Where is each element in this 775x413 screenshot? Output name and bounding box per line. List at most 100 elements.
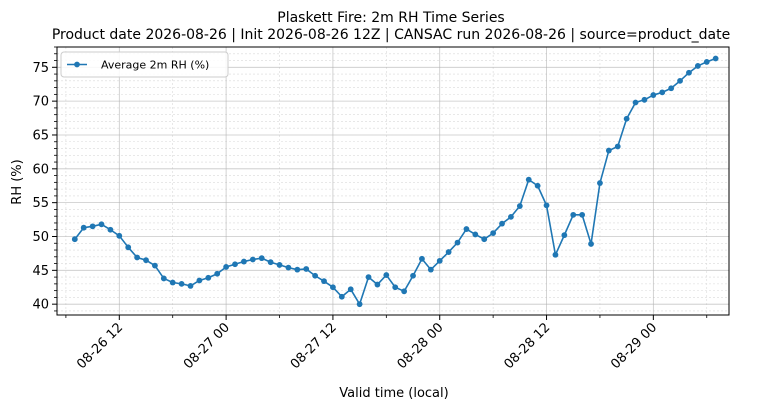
y-tick-label: 50: [32, 230, 49, 245]
data-point: [143, 257, 149, 264]
x-tick-label: 08-29 00: [608, 320, 660, 372]
data-point: [214, 270, 221, 277]
data-point: [419, 255, 425, 262]
data-point: [152, 262, 158, 269]
legend-box: [60, 51, 229, 78]
data-point: [410, 272, 416, 279]
data-point: [303, 266, 310, 272]
y-tick-label: 70: [32, 95, 49, 110]
x-tick-label: 08-26 12: [74, 320, 126, 372]
data-point: [677, 77, 683, 84]
data-point: [107, 226, 114, 233]
legend-label: Average 2m RH (%): [101, 59, 209, 72]
data-point: [597, 180, 603, 186]
data-point: [89, 223, 96, 230]
data-point: [116, 232, 123, 239]
data-point: [588, 241, 594, 247]
data-point: [312, 272, 319, 279]
data-point: [579, 211, 586, 218]
data-point: [525, 176, 532, 183]
data-point: [258, 255, 265, 262]
data-point: [392, 284, 399, 291]
data-point: [427, 266, 434, 273]
data-point: [712, 55, 719, 62]
data-point: [160, 275, 167, 282]
y-tick-label: 55: [32, 196, 49, 211]
data-point: [196, 277, 203, 284]
data-point: [249, 256, 256, 263]
data-point: [134, 254, 141, 261]
data-point: [650, 92, 657, 98]
data-point: [338, 293, 345, 300]
data-point: [205, 274, 212, 281]
data-point: [561, 232, 568, 239]
data-point: [276, 262, 283, 268]
data-point: [694, 63, 701, 69]
plot-frame: [56, 46, 730, 316]
data-point: [294, 266, 301, 273]
data-point: [605, 147, 612, 154]
data-point: [347, 286, 354, 293]
data-point: [614, 143, 621, 150]
grid: [57, 46, 729, 315]
data-point: [499, 220, 505, 227]
y-tick-label: 45: [32, 264, 49, 279]
data-point: [490, 230, 497, 237]
series-group: [71, 55, 719, 308]
series-line: [74, 57, 716, 305]
data-point: [552, 251, 559, 258]
data-point: [187, 283, 194, 289]
data-point: [125, 244, 132, 251]
y-tick-label: 60: [32, 162, 49, 177]
x-tick-label: 08-28 12: [501, 320, 553, 372]
data-point: [481, 236, 488, 243]
y-tick-label: 40: [32, 298, 49, 313]
data-point: [383, 272, 390, 278]
data-point: [178, 280, 185, 287]
data-point: [374, 281, 381, 288]
data-point: [71, 236, 78, 243]
data-point: [659, 89, 666, 96]
chart-subtitle: Product date 2026-08-26 | Init 2026-08-2…: [52, 27, 730, 43]
legend: Average 2m RH (%): [60, 51, 229, 78]
data-point: [241, 258, 247, 265]
chart-title: Plaskett Fire: 2m RH Time Series: [277, 10, 504, 26]
data-point: [223, 264, 230, 270]
data-point: [570, 211, 577, 218]
data-point: [356, 301, 363, 308]
legend-marker: [74, 61, 80, 68]
data-point: [472, 231, 479, 238]
x-axis-label: Valid time (local): [339, 386, 448, 401]
x-tick-label: 08-27 12: [288, 320, 340, 372]
data-point: [534, 182, 541, 189]
data-point: [169, 279, 176, 286]
data-point: [267, 259, 274, 266]
data-point: [330, 284, 336, 291]
data-point: [508, 213, 514, 220]
data-point: [516, 203, 523, 209]
data-point: [401, 288, 408, 295]
y-tick-label: 75: [32, 61, 49, 76]
data-point: [365, 274, 372, 280]
data-point: [463, 226, 470, 232]
data-point: [454, 239, 461, 246]
data-point: [80, 224, 87, 231]
data-point: [232, 261, 238, 268]
x-tick-label: 08-27 00: [181, 320, 233, 372]
data-point: [321, 278, 327, 285]
data-point: [543, 202, 550, 209]
data-point: [703, 58, 710, 65]
axes: 40 45 50 55 60 65 70 75 08-26 12 08-27 00 08-27 12…: [32, 46, 730, 372]
data-point: [623, 115, 630, 122]
data-point: [686, 69, 692, 76]
data-point: [641, 96, 648, 103]
data-point: [285, 264, 292, 271]
y-axis-label: RH (%): [10, 159, 25, 204]
y-tick-label: 65: [32, 128, 49, 143]
data-point: [632, 99, 639, 106]
data-point: [436, 257, 443, 264]
data-point: [98, 221, 105, 228]
data-point: [445, 249, 452, 255]
